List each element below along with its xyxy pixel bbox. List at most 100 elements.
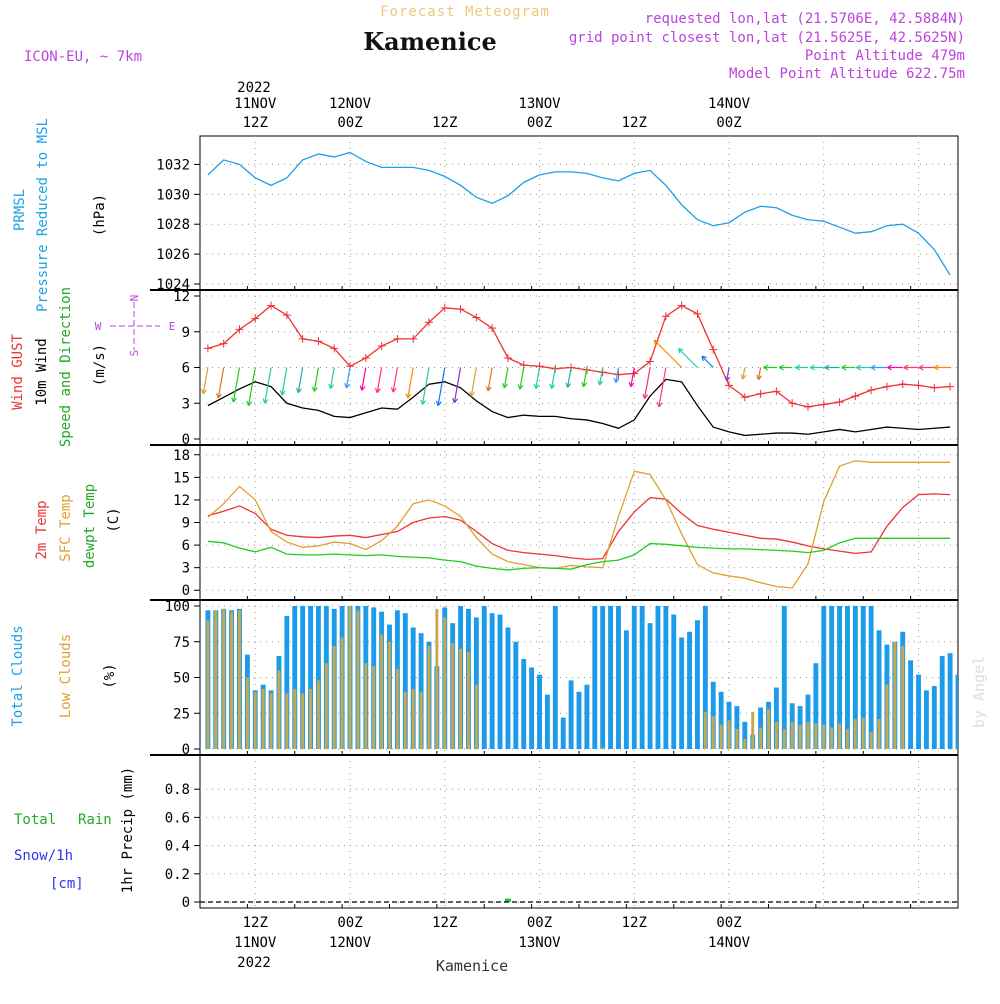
plot-area-clouds	[205, 606, 958, 749]
label-snow: Snow/1h	[14, 848, 73, 864]
low-cloud-bar	[885, 684, 889, 749]
gust-marker	[788, 399, 797, 408]
gust-marker	[646, 357, 655, 366]
total-cloud-bar	[868, 606, 874, 749]
total-cloud-bar	[694, 620, 700, 749]
y-tick-label: 1032	[156, 157, 190, 173]
total-cloud-bar	[702, 606, 708, 749]
wind-arrow-head	[656, 401, 663, 408]
gust-marker	[882, 382, 891, 391]
station-title: Kamenice	[363, 27, 497, 56]
label-percent: (%)	[102, 663, 118, 688]
wind-arrow	[519, 367, 525, 390]
total-cloud-bar	[616, 606, 621, 749]
wind-arrow-head	[724, 375, 731, 382]
y-tick-label: 0	[182, 583, 190, 599]
low-cloud-bar	[332, 646, 336, 749]
total-cloud-bar	[663, 606, 669, 749]
gust-marker	[267, 301, 276, 310]
gust-marker	[314, 337, 323, 346]
wind-arrow	[392, 367, 398, 393]
wind-arrow	[247, 367, 256, 406]
label-prmsl: PRMSL	[12, 189, 28, 231]
low-cloud-bar	[435, 608, 439, 749]
low-cloud-bar	[277, 670, 281, 749]
wind-arrow	[345, 367, 351, 389]
wind-arrow	[407, 367, 414, 399]
bottom-year-label: 2022	[237, 955, 271, 971]
total-cloud-bar	[908, 660, 914, 749]
wind-arrow-head	[420, 399, 427, 405]
total-cloud-bar	[860, 606, 866, 749]
top-time-axis: 11NOV 12Z 12NOV 00Z 12Z 13NOV 00Z 12Z 14NOV 00Z	[234, 96, 750, 131]
wind-arrow-head	[246, 400, 253, 407]
total-cloud-bar	[773, 687, 779, 749]
y-tick-label: 0.8	[165, 782, 190, 798]
bottom-hour-label: 12Z	[622, 915, 647, 931]
low-cloud-bar	[348, 606, 352, 749]
top-hour-label: 12Z	[243, 115, 268, 131]
gust-marker	[235, 325, 244, 334]
total-cloud-bar	[631, 606, 637, 749]
gust-marker	[456, 305, 465, 314]
wind-arrow-head	[809, 364, 815, 371]
low-cloud-bar	[269, 693, 273, 749]
y-tick-label: 0.4	[165, 839, 190, 855]
panel-frame-precip	[199, 754, 959, 909]
low-cloud-bar	[261, 688, 265, 749]
total-cloud-bar	[513, 641, 519, 749]
wind-arrow-head	[841, 364, 847, 371]
low-cloud-bar	[838, 723, 842, 749]
panel-precip: 0 0.2 0.4 0.6 0.8	[165, 754, 959, 911]
panel-temp: 0 3 6 9 12 15 18	[173, 444, 959, 601]
compass-rose: W E N S	[95, 295, 176, 357]
wind-arrow-head	[502, 383, 508, 389]
bottom-hour-label: 00Z	[527, 915, 552, 931]
low-cloud-bar	[214, 610, 218, 749]
y-tick-label: 50	[173, 671, 190, 687]
total-cloud-bar	[923, 690, 929, 749]
top-hour-label: 12Z	[432, 115, 457, 131]
gust-marker	[219, 339, 228, 348]
top-hour-label: 00Z	[527, 115, 552, 131]
low-cloud-bar	[735, 728, 739, 749]
wind-arrow-head	[359, 385, 366, 391]
total-cloud-bar	[813, 663, 819, 749]
total-cloud-bar	[837, 606, 843, 749]
low-cloud-bar	[798, 724, 802, 749]
low-cloud-bar	[293, 688, 297, 749]
y-tick-label: 25	[173, 706, 190, 722]
wind-arrow-head	[296, 387, 302, 394]
model-point-altitude: Model Point Altitude 622.75m	[729, 66, 965, 82]
compass-west: W	[95, 320, 102, 333]
label-low-clouds: Low Clouds	[58, 634, 74, 718]
plot-area-precip	[200, 898, 958, 903]
gust-marker	[914, 381, 923, 390]
total-cloud-bar	[584, 684, 590, 749]
gust-marker	[330, 344, 339, 353]
low-cloud-bar	[451, 643, 455, 749]
total-cloud-bar	[560, 717, 566, 749]
low-cloud-bar	[845, 728, 849, 749]
low-cloud-bar	[711, 716, 715, 749]
total-cloud-bar	[623, 630, 629, 749]
low-cloud-bar	[364, 663, 368, 749]
label-10m-wind: 10m Wind	[34, 338, 50, 405]
total-cloud-bar	[600, 606, 606, 749]
wind-arrow-head	[469, 391, 475, 397]
low-cloud-bar	[443, 617, 447, 749]
total-cloud-bar	[742, 721, 748, 749]
gust-marker	[725, 381, 734, 390]
total-cloud-bar	[931, 686, 937, 749]
y-tick-label: 0	[182, 432, 190, 448]
wind-arrow-head	[231, 397, 237, 403]
bottom-hour-label: 00Z	[716, 915, 741, 931]
gust-marker	[693, 309, 702, 318]
wind-arrow-head	[756, 374, 763, 381]
bottom-date-label: 13NOV	[518, 935, 561, 951]
total-cloud-bar	[497, 614, 503, 749]
wind-arrow	[653, 339, 683, 368]
gust-marker	[851, 392, 860, 401]
plot-area-temp	[207, 460, 951, 589]
total-cloud-bar	[544, 694, 550, 749]
